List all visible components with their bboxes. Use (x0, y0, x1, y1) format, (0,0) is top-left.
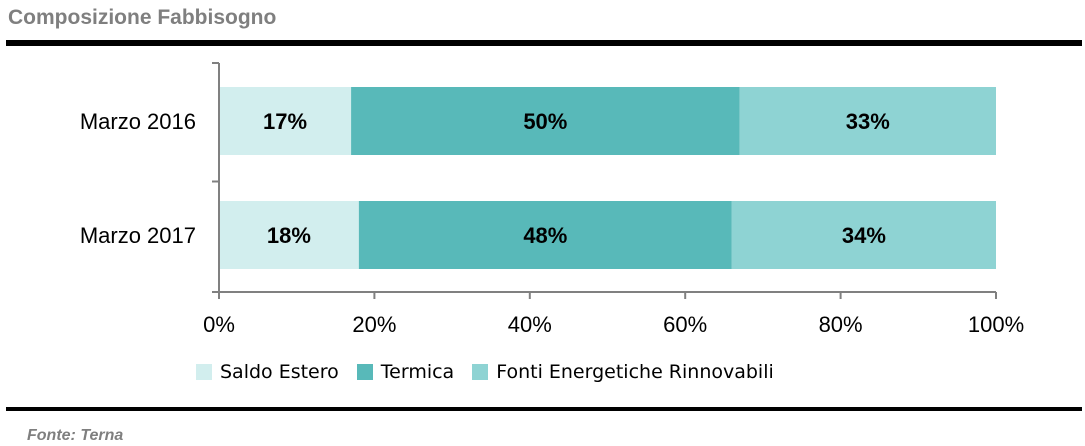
bar-1-2 (219, 201, 359, 269)
bottom-rule (6, 407, 1082, 411)
data-label-1-2: 18% (267, 223, 311, 248)
chart-legend: Saldo Estero Termica Fonti Energetiche Rin… (196, 361, 792, 383)
x-tick-label-4: 60% (663, 312, 707, 337)
legend-label-3: Fonti Energetiche Rinnovabili (496, 361, 774, 383)
data-label-2-2: 48% (523, 223, 567, 248)
legend-label-2: Termica (380, 361, 455, 383)
bars-group (219, 87, 996, 269)
bar-1-1 (219, 87, 352, 155)
category-label-1: Marzo 2016 (80, 109, 196, 134)
x-tick-label-6: 100% (968, 312, 1024, 337)
legend-item-3: Fonti Energetiche Rinnovabili (472, 361, 774, 383)
labels-group: 17% 50% 33% Marzo 2016 18% 48% 34% Marzo 2017 0%… (80, 109, 1024, 337)
legend-swatch-1 (196, 364, 212, 380)
bar-2-2 (358, 201, 732, 269)
data-label-3-2: 34% (842, 223, 886, 248)
axes-group (212, 62, 997, 299)
data-label-1-1: 17% (263, 109, 307, 134)
bar-2-1 (351, 87, 740, 155)
legend-label-1: Saldo Estero (220, 361, 339, 383)
bar-3-1 (739, 87, 996, 155)
legend-swatch-2 (356, 364, 373, 380)
data-label-2-1: 50% (523, 109, 567, 134)
x-tick-label-1: 0% (203, 312, 235, 337)
chart-title: Composizione Fabbisogno (8, 6, 277, 29)
bar-3-2 (731, 201, 996, 269)
category-label-2: Marzo 2017 (80, 223, 196, 248)
legend-swatch-3 (472, 364, 489, 380)
legend-item-2: Termica (356, 361, 455, 383)
x-tick-label-3: 40% (508, 312, 552, 337)
x-tick-label-5: 80% (819, 312, 863, 337)
legend-item-1: Saldo Estero (196, 361, 339, 383)
data-label-3-1: 33% (846, 109, 890, 134)
x-tick-label-2: 20% (352, 312, 396, 337)
source-note: Fonte: Terna (27, 427, 124, 444)
top-rule (6, 40, 1082, 46)
